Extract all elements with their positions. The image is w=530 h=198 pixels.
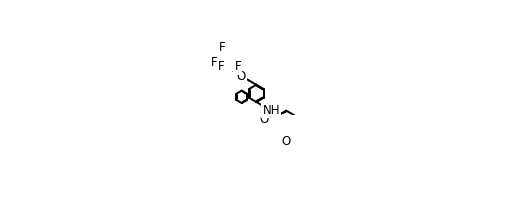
- Text: NH: NH: [262, 104, 280, 117]
- Text: F: F: [219, 41, 225, 54]
- Text: O: O: [259, 113, 269, 126]
- Text: F: F: [210, 56, 217, 69]
- Text: F: F: [218, 60, 225, 73]
- Text: O: O: [237, 70, 246, 83]
- Text: F: F: [235, 60, 241, 73]
- Text: O: O: [281, 135, 291, 148]
